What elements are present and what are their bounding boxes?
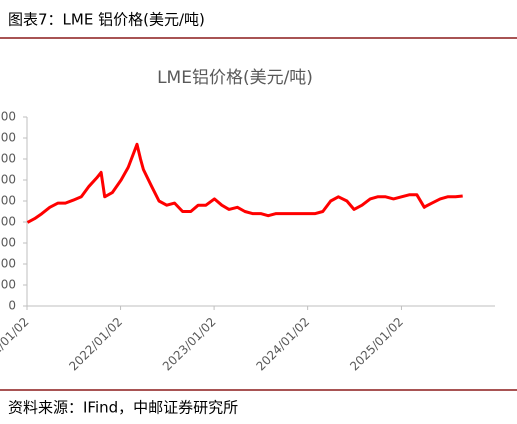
x-tick-label: 2021/01/02 [0,315,32,374]
y-tick-label: 4000 [0,131,16,145]
x-tick-label: 2024/01/02 [253,315,312,374]
y-tick-label: 2500 [0,194,16,208]
x-tick-label: 2023/01/02 [160,315,219,374]
y-tick-label: 500 [0,278,16,292]
chart-title: LME铝价格(美元/吨) [157,68,313,88]
y-tick-label: 3000 [0,173,16,187]
y-tick-label: 1500 [0,236,16,250]
x-tick-label: 2022/01/02 [66,315,125,374]
footer-source: 资料来源：IFind，中邮证券研究所 [8,399,238,417]
y-tick-label: 1000 [0,257,16,271]
y-tick-label: 0 [8,299,16,313]
y-tick-label: 2000 [0,215,16,229]
price-line [26,142,463,224]
header-title: 图表7：LME 铝价格(美元/吨) [8,11,205,29]
x-tick-label: 2025/01/02 [347,315,406,374]
y-tick-label: 3500 [0,152,16,166]
y-tick-label: 4500 [0,110,16,124]
